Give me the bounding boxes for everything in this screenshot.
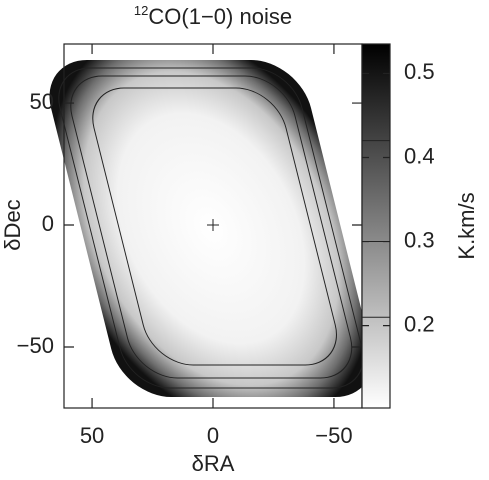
colorbar-tick-label: 0.2 xyxy=(404,311,435,336)
contour xyxy=(92,87,337,366)
x-tick-label: 50 xyxy=(80,423,104,448)
x-tick-label: 0 xyxy=(207,423,219,448)
colorbar-tick-label: 0.4 xyxy=(404,143,435,168)
chart-title: 12CO(1−0) noise xyxy=(134,3,292,28)
x-tick-label: −50 xyxy=(315,423,352,448)
y-axis-label: δDec xyxy=(0,199,25,250)
colorbar-tick-label: 0.3 xyxy=(404,227,435,252)
center-marker xyxy=(207,219,219,232)
contour xyxy=(70,75,353,379)
y-tick-label: 50 xyxy=(30,89,54,114)
title-main: CO(1−0) noise xyxy=(148,4,292,29)
contour xyxy=(58,67,364,389)
noise-map xyxy=(49,60,373,397)
colorbar-tick-label: 0.5 xyxy=(404,59,435,84)
x-axis-label: δRA xyxy=(192,451,235,475)
colorbar xyxy=(361,43,391,409)
y-tick-label: 0 xyxy=(42,211,54,236)
title-sup: 12 xyxy=(134,3,148,18)
map-area xyxy=(49,60,373,397)
colorbar-label: K.km/s xyxy=(454,192,479,259)
y-tick-label: −50 xyxy=(17,333,54,358)
